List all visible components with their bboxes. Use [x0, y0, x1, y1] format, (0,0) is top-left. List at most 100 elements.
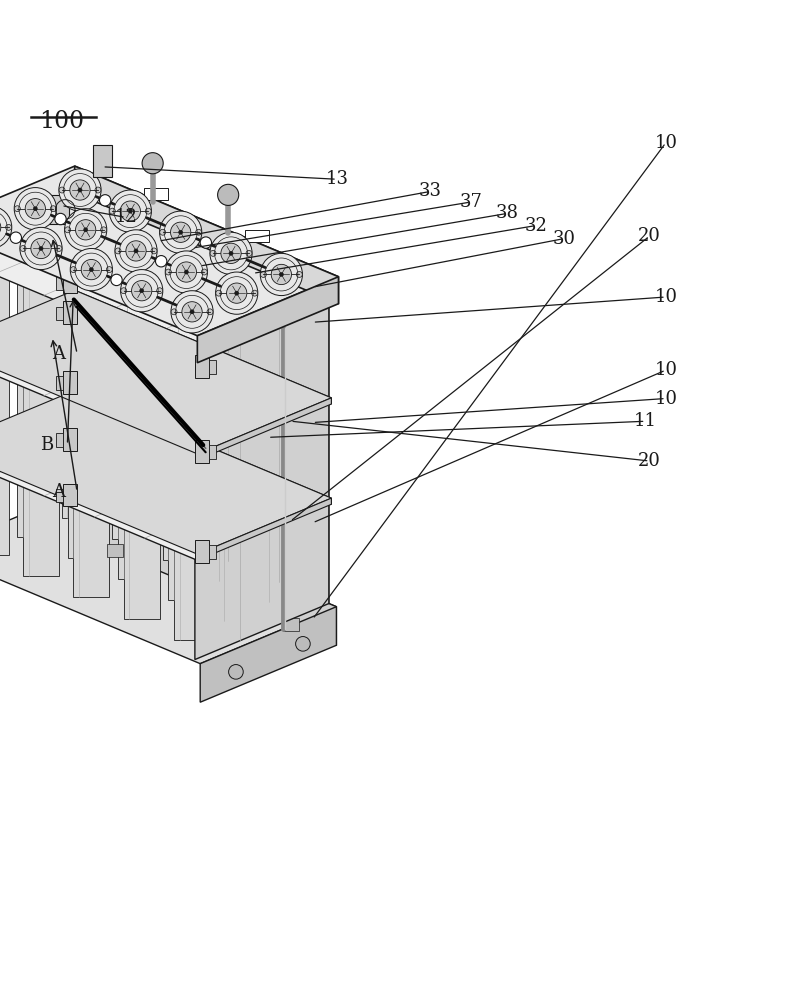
Circle shape — [151, 248, 157, 254]
Polygon shape — [77, 297, 328, 503]
Circle shape — [142, 153, 163, 174]
Circle shape — [182, 302, 202, 322]
Circle shape — [157, 288, 162, 294]
Text: 10: 10 — [654, 134, 676, 152]
Circle shape — [71, 267, 76, 273]
Bar — [62, 201, 77, 224]
Bar — [195, 581, 211, 594]
Polygon shape — [62, 418, 97, 518]
Bar — [209, 445, 216, 459]
Polygon shape — [123, 518, 159, 619]
Circle shape — [128, 209, 132, 213]
Circle shape — [155, 256, 167, 267]
Text: 30: 30 — [552, 230, 575, 248]
Circle shape — [165, 269, 171, 275]
Polygon shape — [18, 236, 53, 336]
Circle shape — [159, 211, 201, 253]
Circle shape — [115, 248, 121, 254]
Polygon shape — [70, 495, 336, 645]
Circle shape — [139, 289, 144, 293]
Polygon shape — [263, 301, 298, 402]
Polygon shape — [174, 339, 209, 439]
Bar — [209, 545, 216, 559]
Text: 20: 20 — [637, 227, 660, 245]
Text: 13: 13 — [325, 170, 348, 188]
Circle shape — [10, 232, 21, 243]
Polygon shape — [118, 478, 153, 579]
Polygon shape — [123, 418, 159, 518]
Polygon shape — [212, 280, 248, 381]
Polygon shape — [67, 257, 104, 357]
Bar — [56, 276, 62, 290]
Polygon shape — [0, 254, 8, 355]
Circle shape — [195, 229, 201, 235]
Circle shape — [217, 184, 238, 205]
Circle shape — [131, 281, 152, 301]
Circle shape — [209, 232, 251, 274]
Bar — [56, 433, 62, 447]
Polygon shape — [73, 397, 109, 497]
Circle shape — [178, 230, 182, 234]
Polygon shape — [174, 539, 209, 640]
Circle shape — [229, 251, 233, 255]
Circle shape — [31, 238, 51, 259]
Polygon shape — [67, 457, 104, 558]
Text: 10: 10 — [654, 288, 676, 306]
Polygon shape — [75, 390, 331, 504]
Circle shape — [120, 201, 140, 221]
Bar — [56, 307, 62, 320]
Polygon shape — [18, 336, 53, 436]
Circle shape — [84, 228, 88, 232]
Circle shape — [54, 213, 66, 225]
Polygon shape — [118, 378, 153, 478]
Text: 38: 38 — [496, 204, 518, 222]
Circle shape — [95, 187, 101, 193]
Circle shape — [78, 188, 82, 192]
Polygon shape — [263, 502, 298, 602]
Polygon shape — [218, 320, 254, 420]
Polygon shape — [112, 338, 148, 439]
Circle shape — [110, 274, 122, 286]
Bar — [56, 206, 62, 220]
Bar — [209, 360, 216, 374]
Polygon shape — [62, 217, 97, 317]
Circle shape — [59, 187, 65, 193]
Circle shape — [75, 220, 96, 240]
Circle shape — [56, 246, 62, 251]
Bar — [56, 376, 62, 390]
Polygon shape — [162, 360, 198, 460]
Circle shape — [33, 207, 37, 211]
Polygon shape — [18, 436, 53, 537]
Polygon shape — [197, 398, 331, 460]
Circle shape — [201, 269, 207, 275]
Circle shape — [279, 272, 283, 277]
Polygon shape — [77, 398, 328, 604]
Text: 12: 12 — [114, 208, 137, 226]
Circle shape — [260, 253, 302, 296]
Circle shape — [109, 190, 151, 232]
Polygon shape — [77, 197, 328, 403]
Circle shape — [165, 251, 207, 293]
Circle shape — [215, 272, 258, 314]
Circle shape — [15, 206, 20, 212]
Text: 32: 32 — [524, 217, 547, 235]
Polygon shape — [0, 455, 8, 555]
Bar — [283, 618, 299, 631]
Polygon shape — [23, 275, 58, 376]
Circle shape — [120, 270, 162, 312]
Polygon shape — [0, 197, 328, 359]
Polygon shape — [75, 166, 338, 304]
Polygon shape — [123, 318, 159, 418]
Circle shape — [114, 230, 157, 272]
Circle shape — [160, 229, 165, 235]
Polygon shape — [0, 398, 328, 559]
Circle shape — [295, 637, 310, 651]
Text: 37: 37 — [459, 193, 482, 211]
Polygon shape — [0, 290, 331, 454]
Bar — [195, 540, 209, 563]
Bar — [62, 271, 77, 293]
Circle shape — [39, 246, 43, 251]
Circle shape — [171, 309, 177, 315]
Circle shape — [234, 291, 238, 295]
Text: A: A — [52, 345, 65, 363]
